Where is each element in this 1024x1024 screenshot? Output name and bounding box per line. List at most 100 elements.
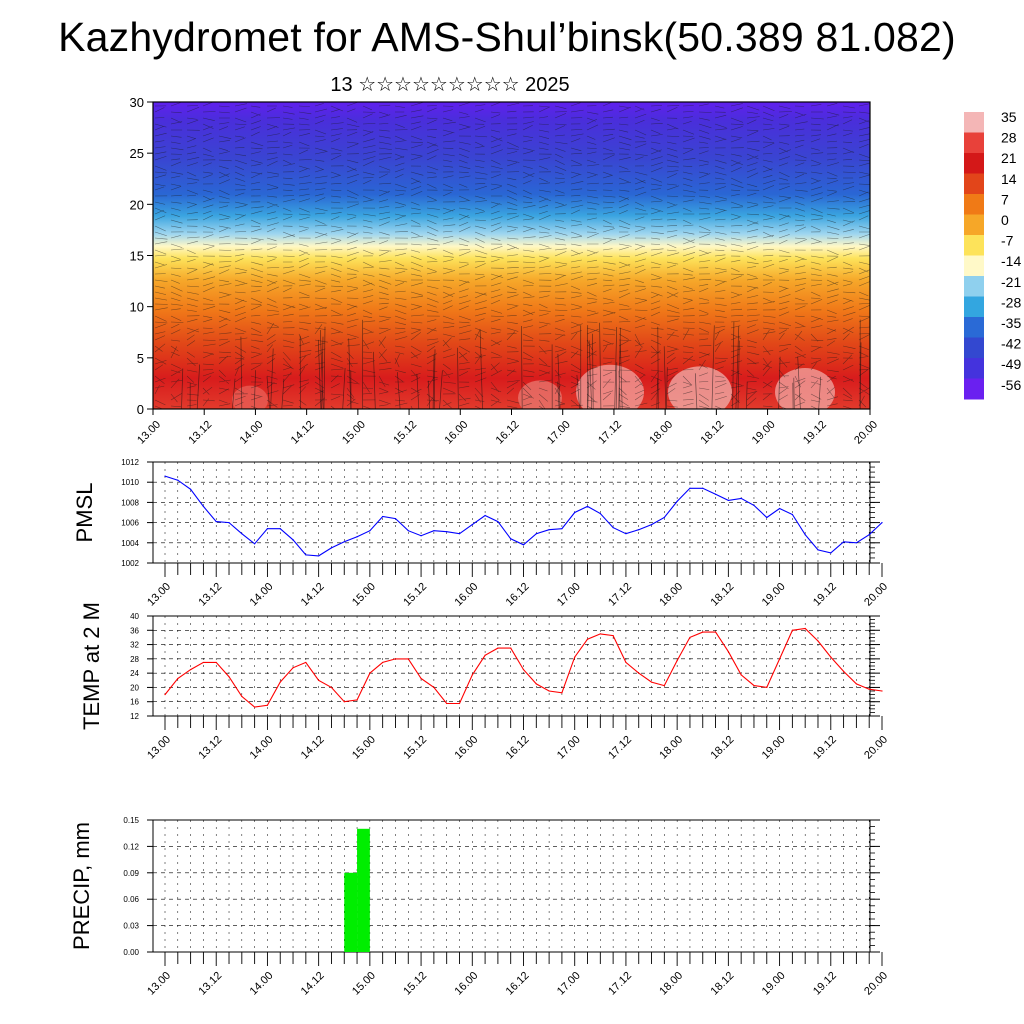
x-tick-label: 16.12 [494, 419, 522, 447]
y-tick-label: 0 [137, 402, 144, 417]
data-point [791, 513, 793, 516]
x-tick-label: 15.00 [350, 734, 378, 762]
data-point [753, 685, 755, 687]
x-tick-label: 14.00 [248, 581, 276, 609]
data-point [855, 683, 857, 685]
colorbar-label: 0 [1001, 212, 1009, 228]
data-point [446, 531, 448, 533]
data-point [625, 661, 627, 664]
data-point [522, 544, 525, 546]
data-point [574, 656, 576, 658]
y-axis-title: PRECIP, mm [69, 822, 94, 950]
x-tick-label: 16.12 [504, 970, 532, 998]
data-point [215, 661, 217, 664]
y-tick-label: 5 [137, 351, 144, 366]
data-point [305, 661, 307, 664]
data-point [394, 517, 397, 520]
y-axis-title: PMSL [72, 483, 97, 543]
data-line [164, 475, 883, 557]
data-point [446, 702, 448, 705]
colorbar-label: 7 [1001, 191, 1009, 207]
data-point [343, 701, 345, 703]
data-point [164, 693, 166, 696]
data-point [215, 520, 217, 523]
data-point [420, 677, 422, 680]
data-point [714, 493, 717, 495]
x-tick-label: 18.12 [709, 581, 737, 609]
data-point [586, 638, 589, 640]
data-point [433, 686, 435, 689]
x-tick-label: 14.12 [299, 581, 327, 609]
page-title: Kazhydromet for AMS-Shul’binsk(50.389 81… [58, 14, 956, 60]
x-tick-label: 15.12 [401, 734, 429, 762]
data-point [778, 507, 781, 510]
data-point [599, 633, 601, 635]
data-point [842, 541, 845, 543]
x-tick-label: 14.00 [248, 970, 276, 998]
y-tick-label: 1008 [121, 498, 139, 507]
data-point [612, 635, 614, 637]
x-tick-label: 19.00 [760, 581, 788, 609]
y-tick-label: 0.15 [123, 816, 139, 825]
data-point [548, 529, 550, 531]
colorbar-swatch [964, 173, 984, 195]
data-point [638, 672, 640, 674]
x-tick-label: 14.00 [238, 419, 266, 447]
data-point [356, 536, 358, 538]
data-point [497, 520, 499, 523]
data-point [817, 640, 819, 642]
data-point [740, 497, 742, 499]
x-tick-label: 14.00 [248, 734, 276, 762]
colorbar-swatch [964, 194, 984, 215]
data-point [522, 668, 525, 671]
data-point [535, 683, 537, 685]
data-point [241, 695, 243, 697]
data-point [202, 661, 205, 664]
data-point [164, 475, 166, 477]
vertical-barbs [181, 319, 862, 409]
x-tick-label: 17.00 [555, 734, 583, 762]
data-point [254, 706, 256, 708]
data-point [382, 515, 384, 518]
x-tick-label: 13.00 [145, 970, 173, 998]
y-tick-label: 32 [130, 641, 139, 650]
precipitation-panel: 0.00 0.03 0.06 0.09 0.12 0.15 13.00 13.12 14.00 1… [69, 816, 890, 998]
warm-patch [668, 366, 732, 409]
x-tick-label: 18.00 [647, 419, 675, 447]
data-point [702, 487, 704, 489]
colorbar-swatch [964, 296, 984, 318]
data-point [458, 533, 461, 535]
data-point [663, 685, 665, 687]
data-point [330, 547, 333, 549]
data-point [318, 555, 320, 557]
data-point [702, 631, 704, 633]
x-tick-label: 13.12 [186, 419, 214, 447]
x-tick-label: 17.12 [606, 970, 634, 998]
y-tick-label: 20 [130, 197, 144, 212]
data-point [318, 679, 320, 681]
colorbar-swatch [964, 112, 984, 133]
y-tick-label: 0.03 [123, 922, 139, 931]
y-tick-label: 0.06 [123, 895, 139, 904]
colorbar-swatch [964, 132, 984, 154]
data-point [484, 654, 486, 656]
colorbar-label: -28 [1001, 294, 1021, 310]
x-tick-label: 13.12 [196, 734, 224, 762]
y-tick-label: 0.00 [123, 948, 139, 957]
page-subtitle: 13 ☆☆☆☆☆☆☆☆☆ 2025 [330, 74, 570, 96]
x-tick-label: 13.12 [196, 581, 224, 609]
x-tick-label: 15.00 [350, 970, 378, 998]
data-point [228, 522, 230, 524]
colorbar-swatch [964, 276, 984, 297]
x-tick-label: 19.12 [811, 734, 839, 762]
data-point [727, 499, 729, 501]
x-tick-label: 19.12 [811, 970, 839, 998]
precip-bar [344, 872, 358, 952]
data-point [766, 686, 768, 689]
y-tick-label: 1002 [121, 559, 139, 568]
data-point [510, 647, 512, 649]
data-point [407, 530, 409, 532]
data-point [881, 690, 883, 692]
data-point [842, 670, 845, 672]
